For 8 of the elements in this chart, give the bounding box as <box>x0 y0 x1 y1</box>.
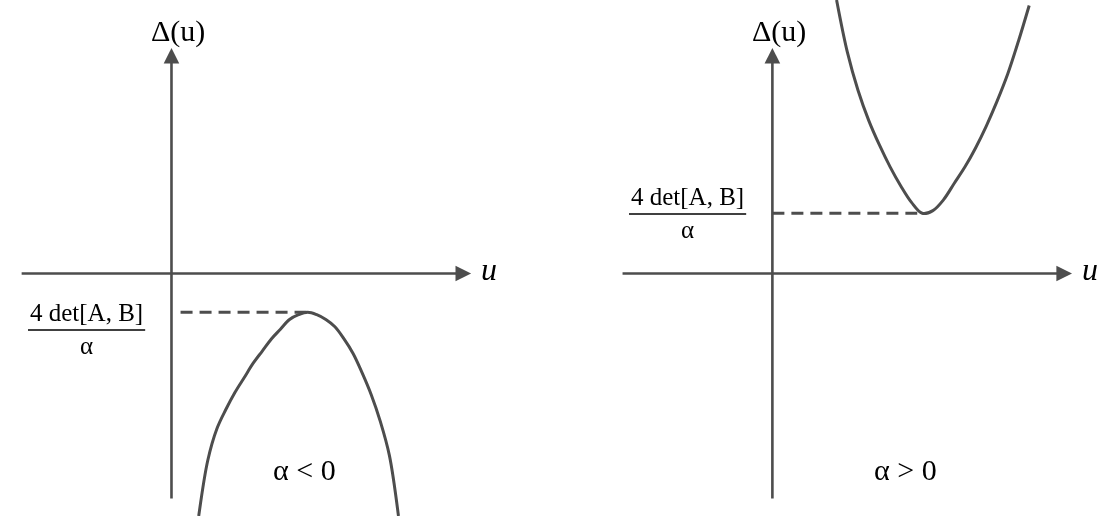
x-axis-title: u <box>481 251 497 287</box>
series-label: 4 det[A, B] α <box>30 299 144 359</box>
annotation: α < 0 <box>273 453 336 486</box>
y-axis-title: Δ(u) <box>151 14 206 48</box>
series-label: 4 det[A, B] α <box>631 183 745 243</box>
text: α > 0 <box>874 453 937 486</box>
y-axis-title: Δ(u) <box>752 14 807 48</box>
x-axis-title: u <box>1082 251 1098 287</box>
